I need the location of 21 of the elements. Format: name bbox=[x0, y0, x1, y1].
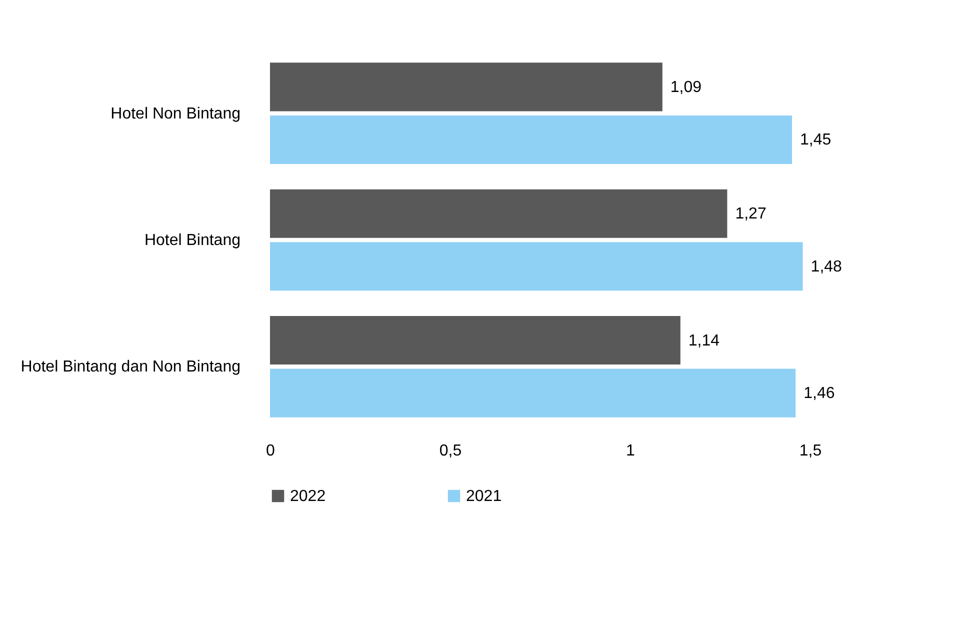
x-tick-label: 0 bbox=[266, 442, 276, 460]
bar bbox=[270, 242, 803, 291]
bar bbox=[270, 316, 680, 365]
bar bbox=[270, 115, 792, 164]
data-label: 1,48 bbox=[810, 258, 842, 276]
x-tick-label: 1 bbox=[626, 442, 636, 460]
data-label: 1,27 bbox=[735, 206, 766, 223]
data-label: 1,45 bbox=[800, 132, 832, 149]
y-tick-label: Hotel Bintang bbox=[144, 232, 240, 249]
data-label: 1,14 bbox=[688, 332, 720, 350]
legend-label: 2021 bbox=[466, 488, 502, 505]
legend-label: 2022 bbox=[290, 488, 326, 505]
bar bbox=[270, 189, 728, 238]
bar bbox=[270, 62, 662, 112]
bar bbox=[270, 368, 796, 418]
data-label: 1,09 bbox=[670, 78, 702, 96]
x-tick-label: 0,5 bbox=[439, 442, 462, 460]
y-tick-label: Hotel Non Bintang bbox=[110, 105, 240, 122]
x-tick-label: 1,5 bbox=[799, 442, 822, 460]
data-label: 1,46 bbox=[804, 385, 835, 402]
y-tick-label: Hotel Bintang dan Non Bintang bbox=[20, 358, 240, 376]
